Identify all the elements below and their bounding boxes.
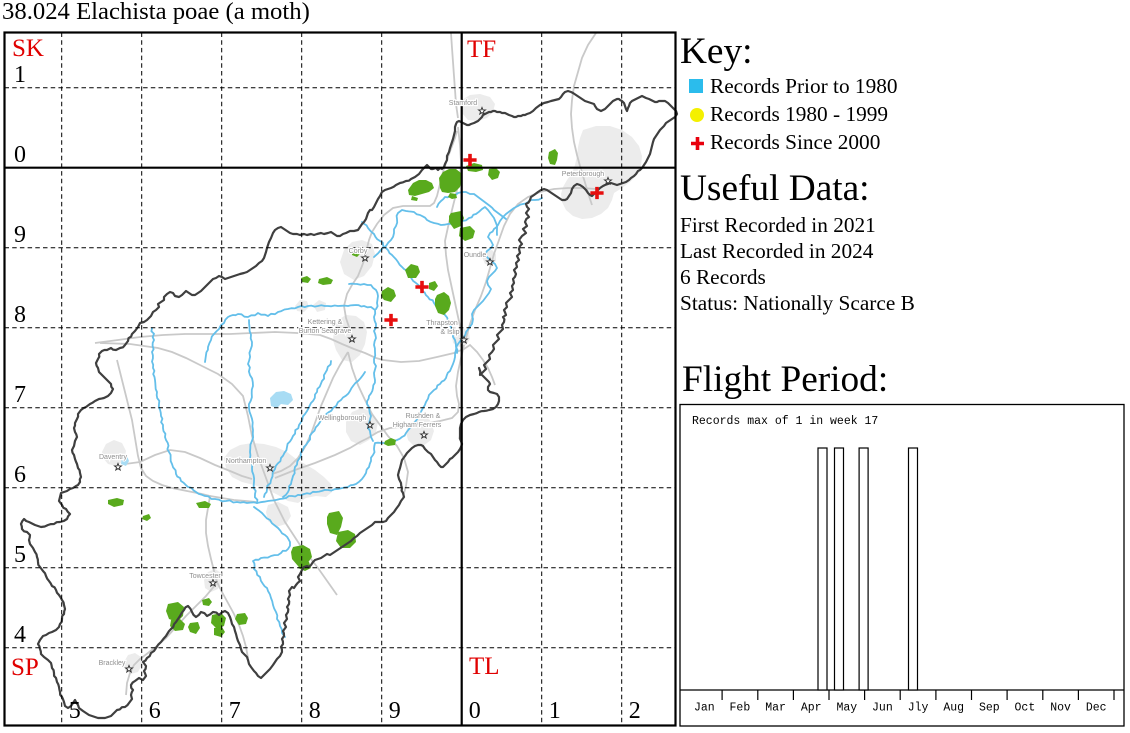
svg-text:4: 4 (14, 622, 26, 648)
svg-text:Aug: Aug (943, 702, 964, 715)
svg-text:1: 1 (14, 62, 26, 88)
svg-text:Oundle: Oundle (464, 252, 487, 259)
svg-text:Corby: Corby (349, 248, 368, 255)
svg-text:SP: SP (11, 654, 39, 681)
svg-text:Rushden &: Rushden & (406, 413, 441, 420)
svg-text:Thrapston: Thrapston (426, 320, 458, 327)
svg-text:9: 9 (389, 698, 401, 724)
svg-text:& Islip: & Islip (440, 329, 459, 336)
svg-text:6: 6 (149, 698, 161, 724)
svg-text:Dec: Dec (1086, 702, 1107, 715)
svg-text:9: 9 (14, 222, 26, 248)
svg-text:TF: TF (467, 36, 496, 63)
svg-text:1: 1 (549, 698, 561, 724)
svg-text:TL: TL (469, 653, 500, 680)
svg-text:5: 5 (69, 698, 81, 724)
svg-text:May: May (836, 702, 857, 715)
svg-text:7: 7 (229, 698, 241, 724)
svg-text:8: 8 (309, 698, 321, 724)
svg-text:7: 7 (14, 382, 26, 408)
svg-text:Apr: Apr (801, 702, 822, 715)
svg-text:0: 0 (14, 142, 26, 168)
svg-text:Jun: Jun (872, 702, 893, 715)
svg-text:Peterborough: Peterborough (562, 171, 605, 178)
svg-text:0: 0 (469, 698, 481, 724)
svg-text:Brackley: Brackley (99, 660, 126, 667)
svg-text:Jly: Jly (908, 702, 929, 715)
svg-text:Stamford: Stamford (449, 100, 478, 107)
svg-text:Feb: Feb (730, 702, 751, 715)
svg-text:Wellingborough: Wellingborough (318, 415, 367, 422)
svg-text:6: 6 (14, 462, 26, 488)
svg-text:Towcester: Towcester (189, 573, 221, 580)
svg-text:SK: SK (12, 35, 44, 62)
svg-text:Mar: Mar (765, 702, 786, 715)
svg-text:Daventry: Daventry (99, 454, 128, 461)
svg-text:5: 5 (14, 542, 26, 568)
svg-text:2: 2 (629, 698, 641, 724)
svg-text:Burton Seagrave: Burton Seagrave (299, 328, 352, 335)
svg-text:Northampton: Northampton (226, 458, 267, 465)
svg-text:Higham Ferrers: Higham Ferrers (393, 422, 442, 429)
svg-text:Jan: Jan (694, 702, 715, 715)
svg-text:Oct: Oct (1015, 702, 1036, 715)
svg-text:Kettering &: Kettering & (308, 319, 343, 326)
svg-text:Records max of 1 in week 17: Records max of 1 in week 17 (692, 415, 878, 428)
svg-text:Sep: Sep (979, 702, 1000, 715)
svg-text:8: 8 (14, 302, 26, 328)
svg-text:Nov: Nov (1050, 702, 1071, 715)
